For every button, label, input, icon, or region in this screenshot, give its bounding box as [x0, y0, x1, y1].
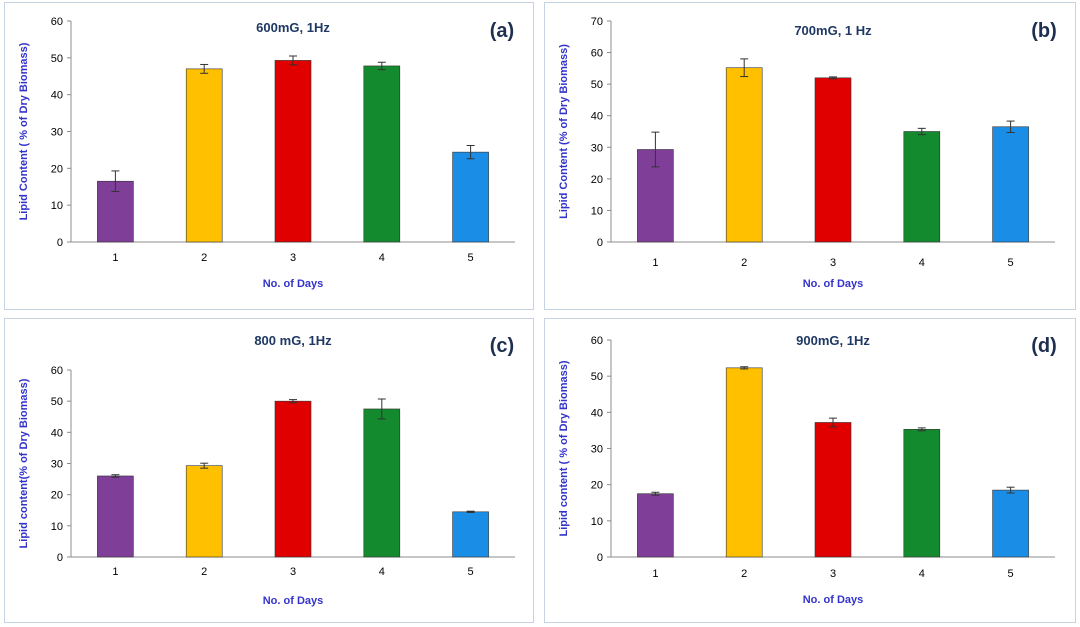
- chart-title: 900mG, 1Hz: [796, 333, 870, 348]
- bar: [452, 151, 489, 243]
- y-tick-label: 40: [591, 111, 603, 123]
- chart-b: 0 10 20 30 40 50 60 70 1 2 3 4 5 700mG, 1 Hz (b) No. of…: [558, 16, 1057, 290]
- x-tick-label: 3: [290, 252, 296, 264]
- x-tick-label: 5: [468, 252, 474, 264]
- y-tick-label: 50: [51, 53, 63, 65]
- chart-panel-c: 0 10 20 30 40 50 60 1 2 3 4 5 800 mG, 1Hz (c) No. of D…: [4, 318, 534, 623]
- y-tick-label: 60: [51, 16, 63, 28]
- bar: [814, 77, 852, 243]
- panel-label: (b): [1031, 20, 1057, 42]
- x-axis-title: No. of Days: [263, 595, 324, 607]
- x-tick-label: 5: [468, 566, 474, 578]
- chart-c: 0 10 20 30 40 50 60 1 2 3 4 5 800 mG, 1Hz (c) No. of D…: [18, 333, 515, 607]
- x-tick-label: 4: [379, 566, 385, 578]
- y-tick-label: 30: [591, 444, 603, 456]
- y-tick-label: 0: [57, 237, 63, 249]
- y-tick-label: 70: [591, 16, 603, 28]
- x-tick-label: 1: [652, 257, 658, 269]
- bar: [725, 367, 763, 558]
- bar: [814, 422, 852, 558]
- panel-label: (a): [490, 20, 514, 42]
- x-tick-label: 5: [1008, 568, 1014, 580]
- x-tick-label: 3: [830, 257, 836, 269]
- chart-title: 800 mG, 1Hz: [254, 333, 332, 348]
- bar: [274, 60, 312, 243]
- x-axis-title: No. of Days: [803, 594, 864, 606]
- x-tick-label: 3: [290, 566, 296, 578]
- x-tick-label: 5: [1008, 257, 1014, 269]
- y-tick-label: 10: [591, 205, 603, 217]
- chart-panel-d: 0 10 20 30 40 50 60 1 2 3 4 5 900mG, 1Hz (d) No. of Da…: [544, 318, 1076, 623]
- chart-panel-b: 0 10 20 30 40 50 60 70 1 2 3 4 5 700mG, 1 Hz (b) No. of…: [544, 2, 1076, 310]
- y-tick-label: 50: [51, 396, 63, 408]
- y-tick-label: 30: [51, 127, 63, 139]
- y-tick-label: 50: [591, 371, 603, 383]
- bar: [637, 493, 674, 558]
- x-tick-label: 2: [201, 252, 207, 264]
- chart-a: 0 10 20 30 40 50 60 1 2 3 4 5 600mG, 1Hz (a) No. of Da…: [18, 16, 515, 290]
- x-tick-label: 1: [112, 566, 118, 578]
- panel-label: (c): [490, 335, 514, 357]
- bar: [274, 400, 312, 558]
- y-tick-label: 60: [51, 365, 63, 377]
- x-tick-label: 2: [741, 257, 747, 269]
- bar: [363, 408, 401, 558]
- y-axis-title: Lipid content(% of Dry Biomass): [18, 378, 30, 548]
- x-tick-label: 4: [919, 568, 925, 580]
- chart-d: 0 10 20 30 40 50 60 1 2 3 4 5 900mG, 1Hz (d) No. of Da…: [558, 333, 1057, 606]
- panel-label: (d): [1031, 335, 1057, 357]
- y-tick-label: 20: [51, 490, 63, 502]
- bar: [363, 65, 401, 243]
- y-tick-label: 30: [591, 142, 603, 154]
- y-tick-label: 60: [591, 48, 603, 60]
- x-axis-title: No. of Days: [263, 278, 324, 290]
- bar: [992, 126, 1029, 243]
- x-tick-label: 1: [652, 568, 658, 580]
- x-axis-title: No. of Days: [803, 278, 864, 290]
- x-tick-label: 3: [830, 568, 836, 580]
- y-tick-label: 10: [51, 521, 63, 533]
- y-tick-label: 20: [591, 480, 603, 492]
- x-tick-label: 1: [112, 252, 118, 264]
- chart-title: 600mG, 1Hz: [256, 20, 330, 35]
- y-tick-label: 20: [591, 174, 603, 186]
- bar: [97, 475, 134, 558]
- y-tick-label: 20: [51, 163, 63, 175]
- y-tick-label: 40: [51, 427, 63, 439]
- y-tick-label: 50: [591, 79, 603, 91]
- bar: [185, 465, 223, 558]
- y-tick-label: 0: [57, 552, 63, 564]
- x-tick-label: 2: [201, 566, 207, 578]
- y-tick-label: 0: [597, 237, 603, 249]
- y-axis-title: Lipid Content ( % of Dry Biomass): [18, 42, 30, 220]
- x-tick-label: 4: [379, 252, 385, 264]
- bar: [903, 131, 941, 243]
- x-tick-label: 2: [741, 568, 747, 580]
- chart-panel-a: 0 10 20 30 40 50 60 1 2 3 4 5 600mG, 1Hz (a) No. of Da…: [4, 2, 534, 310]
- bar: [992, 489, 1029, 558]
- y-tick-label: 10: [591, 516, 603, 528]
- y-tick-label: 60: [591, 335, 603, 347]
- y-tick-label: 10: [51, 200, 63, 212]
- bar: [452, 511, 489, 558]
- y-axis-title: Lipid Content (% of Dry Biomass): [558, 44, 570, 219]
- y-axis-title: Lipid content ( % of Dry Biomass): [558, 360, 570, 536]
- bar: [903, 429, 941, 558]
- y-tick-label: 40: [591, 407, 603, 419]
- x-tick-label: 4: [919, 257, 925, 269]
- chart-title: 700mG, 1 Hz: [794, 23, 872, 38]
- y-tick-label: 40: [51, 90, 63, 102]
- y-tick-label: 30: [51, 459, 63, 471]
- bar: [725, 67, 763, 243]
- bar: [185, 68, 223, 243]
- y-tick-label: 0: [597, 552, 603, 564]
